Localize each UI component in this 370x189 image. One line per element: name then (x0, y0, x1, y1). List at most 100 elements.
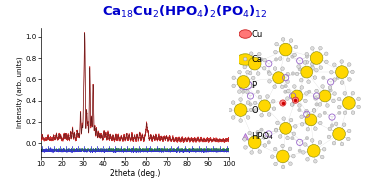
Circle shape (275, 58, 278, 61)
Circle shape (266, 94, 269, 98)
Circle shape (324, 52, 328, 56)
Circle shape (263, 144, 267, 147)
Circle shape (348, 77, 351, 81)
Circle shape (270, 155, 274, 159)
Circle shape (268, 79, 271, 83)
Circle shape (272, 99, 275, 103)
Circle shape (332, 99, 335, 103)
Circle shape (232, 84, 236, 88)
Circle shape (289, 162, 292, 166)
Circle shape (310, 46, 314, 50)
Circle shape (281, 144, 285, 148)
Circle shape (328, 86, 332, 89)
Circle shape (280, 122, 292, 134)
Circle shape (319, 121, 322, 125)
Circle shape (228, 108, 232, 112)
Circle shape (268, 72, 272, 76)
Circle shape (249, 108, 253, 112)
Circle shape (281, 165, 285, 169)
Circle shape (351, 111, 355, 115)
Circle shape (320, 155, 324, 159)
Circle shape (243, 65, 246, 69)
Circle shape (284, 84, 287, 88)
Circle shape (286, 136, 289, 140)
Circle shape (329, 89, 332, 92)
Circle shape (243, 57, 247, 61)
Circle shape (295, 72, 299, 76)
Circle shape (258, 150, 262, 153)
Circle shape (307, 144, 320, 157)
Circle shape (286, 89, 290, 93)
Circle shape (292, 132, 296, 136)
Circle shape (286, 97, 289, 100)
Circle shape (288, 147, 292, 151)
Circle shape (312, 108, 316, 112)
Circle shape (307, 90, 311, 93)
Circle shape (262, 136, 266, 139)
Circle shape (351, 91, 355, 95)
Circle shape (336, 66, 348, 78)
Circle shape (321, 85, 324, 88)
Circle shape (315, 103, 318, 106)
Circle shape (248, 71, 252, 75)
Circle shape (297, 104, 301, 107)
Circle shape (330, 70, 333, 74)
Circle shape (286, 72, 290, 76)
Circle shape (246, 116, 250, 119)
Circle shape (310, 139, 314, 142)
Circle shape (258, 52, 261, 56)
Circle shape (324, 60, 328, 64)
Circle shape (305, 55, 309, 58)
Circle shape (311, 66, 314, 70)
Circle shape (292, 97, 299, 103)
Circle shape (333, 92, 336, 95)
Circle shape (232, 76, 236, 80)
Circle shape (238, 70, 241, 74)
Circle shape (327, 135, 331, 139)
Circle shape (299, 78, 303, 82)
Circle shape (292, 154, 295, 158)
Circle shape (277, 72, 280, 75)
Circle shape (313, 127, 317, 130)
Circle shape (239, 30, 252, 38)
Circle shape (300, 122, 304, 126)
Circle shape (323, 111, 326, 115)
Circle shape (274, 128, 278, 132)
Circle shape (276, 150, 289, 163)
Circle shape (246, 70, 249, 74)
Circle shape (278, 57, 282, 60)
Circle shape (239, 119, 242, 122)
Circle shape (294, 45, 298, 49)
Circle shape (253, 101, 257, 105)
Circle shape (318, 103, 322, 106)
Circle shape (343, 111, 347, 115)
Circle shape (337, 97, 341, 101)
Circle shape (273, 67, 277, 70)
Circle shape (279, 43, 292, 56)
Circle shape (263, 58, 266, 62)
Circle shape (305, 52, 309, 56)
Circle shape (281, 38, 285, 41)
Circle shape (334, 122, 338, 126)
Circle shape (251, 76, 255, 80)
Circle shape (304, 99, 307, 103)
Circle shape (246, 90, 249, 94)
Circle shape (313, 159, 317, 163)
Circle shape (258, 95, 262, 99)
Circle shape (330, 124, 334, 127)
Circle shape (286, 80, 289, 84)
Text: Ca$_{18}$Cu$_{2}$(HPO$_{4}$)$_{2}$(PO$_{4}$)$_{12}$: Ca$_{18}$Cu$_{2}$(HPO$_{4}$)$_{2}$(PO$_{… (102, 4, 268, 20)
Circle shape (274, 162, 278, 166)
Circle shape (243, 138, 246, 141)
Circle shape (314, 97, 317, 100)
Circle shape (313, 76, 317, 79)
Circle shape (237, 76, 250, 88)
Circle shape (234, 104, 247, 116)
Circle shape (298, 108, 301, 112)
Circle shape (305, 92, 308, 95)
Circle shape (306, 157, 309, 161)
Circle shape (346, 137, 350, 141)
Circle shape (249, 103, 252, 106)
Circle shape (291, 103, 295, 106)
Circle shape (338, 111, 341, 115)
